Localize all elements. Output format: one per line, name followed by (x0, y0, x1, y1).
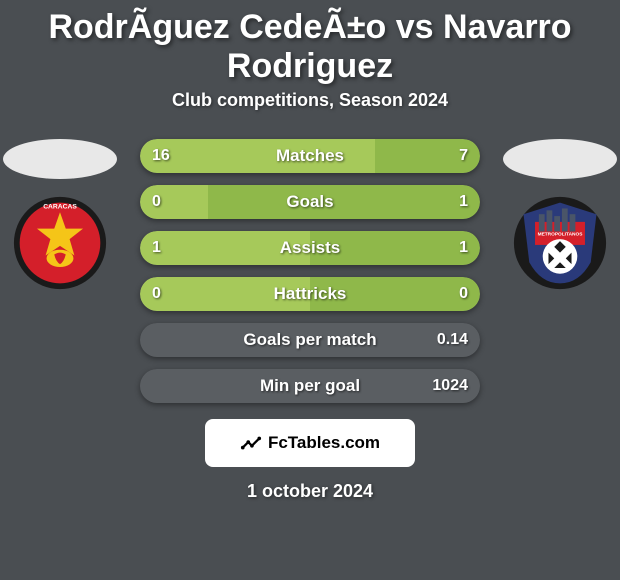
stat-value-left: 16 (152, 147, 170, 165)
stat-row: 16 7 Matches (140, 139, 480, 173)
stats-bars: 16 7 Matches 0 1 Goals 1 1 Assists 0 0 Hattricks 0.1… (140, 139, 480, 403)
attribution-badge: FcTables.com (205, 419, 415, 467)
stat-value-left: 0 (152, 193, 161, 211)
stat-row: 0 1 Goals (140, 185, 480, 219)
svg-text:METROPOLITANOS: METROPOLITANOS (538, 231, 583, 237)
svg-text:CARACAS: CARACAS (43, 203, 77, 210)
stat-value-right: 1 (459, 239, 468, 257)
stat-label: Matches (276, 146, 344, 166)
stat-label: Hattricks (274, 284, 347, 304)
stat-label: Min per goal (260, 376, 360, 396)
attribution-text: FcTables.com (268, 433, 380, 453)
stat-label: Assists (280, 238, 340, 258)
player-right-avatar (503, 139, 617, 179)
stat-row: 0.14 Goals per match (140, 323, 480, 357)
stat-row: 0 0 Hattricks (140, 277, 480, 311)
stat-value-right: 1024 (432, 377, 468, 395)
stat-label: Goals (286, 192, 333, 212)
stat-row: 1024 Min per goal (140, 369, 480, 403)
date-text: 1 october 2024 (0, 467, 620, 502)
stat-value-right: 7 (459, 147, 468, 165)
chart-icon (240, 432, 262, 454)
stat-label: Goals per match (243, 330, 376, 350)
comparison-section: CARACAS METROPOLITANOS 167Matc (0, 139, 620, 502)
player-right-column: METROPOLITANOS (500, 139, 620, 291)
stat-bar-left (140, 185, 208, 219)
stat-bar-right (208, 185, 480, 219)
stat-value-right: 0 (459, 285, 468, 303)
stat-value-left: 0 (152, 285, 161, 303)
stat-row: 1 1 Assists (140, 231, 480, 265)
page-title: RodrÃ­guez CedeÃ±o vs Navarro Rodriguez (0, 0, 620, 90)
stat-value-right: 0.14 (437, 331, 468, 349)
club-right-logo: METROPOLITANOS (512, 195, 608, 291)
stat-value-left: 1 (152, 239, 161, 257)
player-left-avatar (3, 139, 117, 179)
stat-value-right: 1 (459, 193, 468, 211)
subtitle: Club competitions, Season 2024 (0, 90, 620, 139)
player-left-column: CARACAS (0, 139, 120, 291)
club-left-logo: CARACAS (12, 195, 108, 291)
